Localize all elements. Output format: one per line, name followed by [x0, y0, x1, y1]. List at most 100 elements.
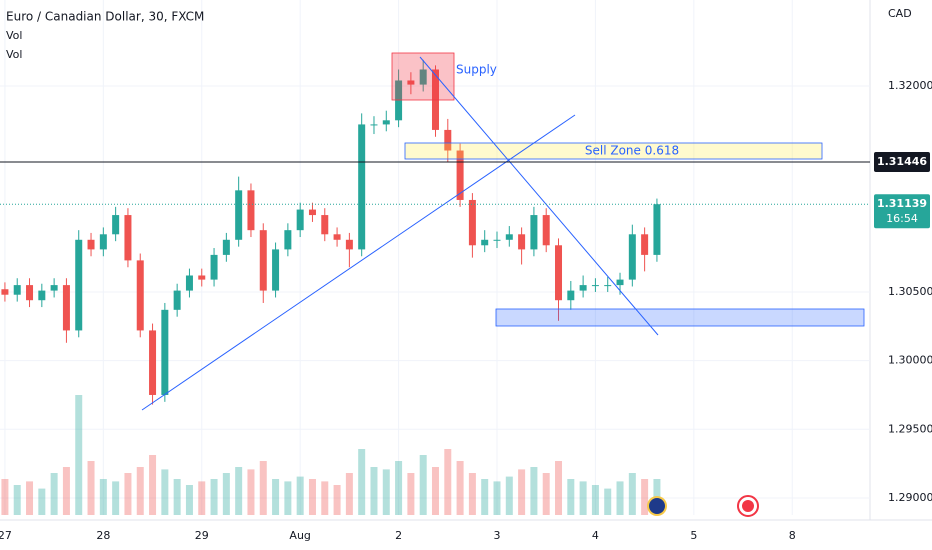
candle-body — [284, 230, 292, 250]
volume-bar — [222, 473, 230, 515]
candle-body — [62, 285, 70, 331]
volume-bar — [308, 479, 316, 515]
candle-body — [641, 234, 649, 255]
volume-bar — [456, 461, 464, 515]
candle-body — [530, 215, 538, 250]
candle-body — [444, 129, 452, 151]
candle-body — [296, 209, 304, 231]
sell-zone — [404, 142, 823, 160]
candle-body — [567, 290, 575, 301]
volume-bar — [628, 473, 636, 515]
last-price-label: 1.31139 — [877, 197, 927, 210]
volume-bar — [99, 479, 107, 515]
x-tick-label: 4 — [592, 529, 599, 542]
y-tick-label: 1.32000 — [888, 79, 932, 92]
x-tick-label: 5 — [690, 529, 697, 542]
countdown-label: 16:54 — [886, 212, 918, 225]
x-tick-label: 28 — [96, 529, 110, 542]
volume-bar — [345, 473, 353, 515]
level-tag — [874, 152, 930, 173]
volume-bar — [62, 467, 70, 515]
candle-body — [468, 199, 476, 246]
volume-bar — [616, 481, 624, 515]
candle-body — [38, 290, 46, 301]
candle-body — [259, 230, 267, 291]
candle-body — [26, 285, 34, 301]
y-tick-label: 1.29500 — [888, 422, 932, 435]
candle-body — [1, 289, 9, 295]
candle-body — [136, 260, 144, 331]
volume-layer — [1, 395, 661, 515]
ca-flag — [737, 495, 759, 517]
volume-bar — [284, 481, 292, 515]
volume-bar — [161, 469, 169, 515]
candle-body — [272, 249, 280, 291]
y-tick-label: 1.30000 — [888, 354, 932, 367]
candle-body — [407, 80, 415, 85]
volume-bar — [1, 479, 9, 515]
volume-bar — [481, 479, 489, 515]
candle-body — [235, 190, 243, 240]
candle-body — [149, 330, 157, 395]
volume-bar — [38, 488, 46, 515]
candle-body — [481, 239, 489, 246]
volume-bar — [395, 461, 403, 515]
volume-bar — [210, 479, 218, 515]
candle-layer — [1, 59, 661, 405]
candle-body — [616, 279, 624, 286]
indicator-label: Vol — [6, 48, 22, 61]
volume-bar — [444, 449, 452, 515]
candle-body — [198, 275, 206, 280]
candle-body — [505, 234, 513, 240]
candle-body — [370, 124, 378, 126]
candle-body — [50, 285, 58, 291]
currency-label: CAD — [888, 7, 912, 20]
candle-body — [185, 275, 193, 291]
volume-bar — [124, 473, 132, 515]
trend-line — [419, 56, 659, 336]
volume-bar — [542, 473, 550, 515]
x-tick-label: Aug — [289, 529, 310, 542]
candle-body — [112, 215, 120, 235]
volume-bar — [112, 481, 120, 515]
candle-body — [579, 285, 587, 291]
candle-body — [382, 120, 390, 125]
candle-body — [222, 239, 230, 255]
volume-bar — [13, 485, 21, 515]
sell-zone-label: Sell Zone 0.618 — [585, 144, 679, 158]
supply-label: Supply — [456, 63, 497, 77]
candle-body — [542, 215, 550, 246]
candle-body — [75, 239, 83, 331]
x-tick-label: 2 — [395, 529, 402, 542]
volume-bar — [567, 479, 575, 515]
volume-bar — [555, 461, 563, 515]
candle-body — [493, 239, 501, 241]
candle-body — [628, 234, 636, 280]
candle-body — [124, 215, 132, 261]
candle-body — [333, 234, 341, 240]
candle-body — [555, 245, 563, 301]
volume-bar — [641, 479, 649, 515]
candle-body — [653, 204, 661, 255]
y-tick-label: 1.30500 — [888, 285, 932, 298]
volume-bar — [579, 481, 587, 515]
volume-bar — [136, 467, 144, 515]
candle-body — [518, 234, 526, 250]
candle-body — [591, 285, 599, 287]
candle-body — [321, 215, 329, 235]
x-tick-label: 8 — [789, 529, 796, 542]
level-tag-label: 1.31446 — [877, 155, 927, 168]
candle-body — [173, 290, 181, 310]
volume-bar — [591, 485, 599, 515]
volume-bar — [493, 481, 501, 515]
volume-bar — [321, 481, 329, 515]
volume-bar — [530, 467, 538, 515]
volume-bar — [296, 476, 304, 515]
volume-bar — [198, 481, 206, 515]
x-tick-label: 29 — [195, 529, 209, 542]
volume-bar — [382, 469, 390, 515]
x-tick-label: 3 — [494, 529, 501, 542]
chart-title: Euro / Canadian Dollar, 30, FXCM — [6, 10, 204, 24]
